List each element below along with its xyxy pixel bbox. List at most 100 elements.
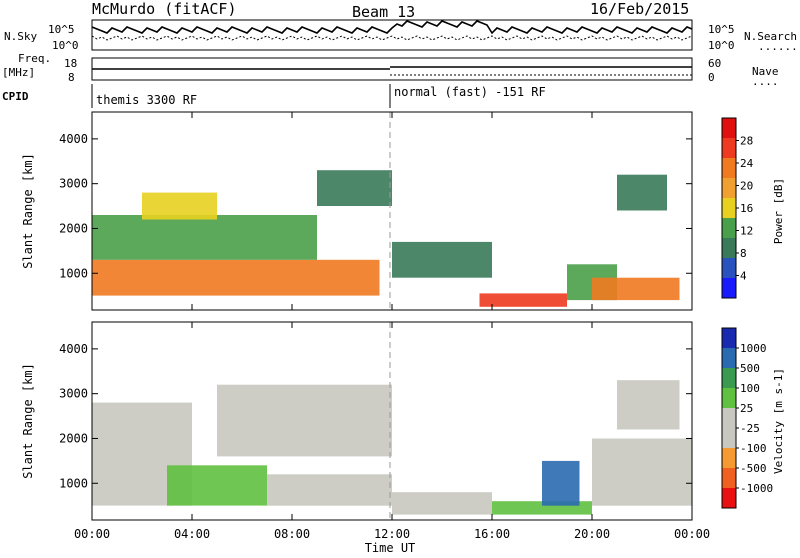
velocity-ytick-2: 2000 <box>59 431 88 445</box>
nsearch-dots: ....... <box>758 40 800 53</box>
velocity-colorbar-frame <box>721 327 737 509</box>
velocity-colorbar-step-5 <box>722 388 736 408</box>
power-region-1 <box>92 215 317 260</box>
freq-tick-low: 8 <box>68 71 75 84</box>
velocity-heatmap <box>92 380 692 515</box>
beam-title: Beam 13 <box>352 3 415 21</box>
time-tick-0: 00:00 <box>74 527 110 541</box>
power-colorbar: 28 24 20 16 12 8 4 <box>721 117 754 299</box>
time-tick-6: 00:00 <box>674 527 710 541</box>
nsearch-series <box>91 35 693 41</box>
velocity-cbtick-2: 100 <box>740 382 760 395</box>
velocity-colorbar-step-1 <box>722 468 736 488</box>
velocity-ytick-3: 1000 <box>59 476 88 490</box>
velocity-x-axis <box>91 322 693 520</box>
power-ytick-2: 2000 <box>59 221 88 235</box>
power-region-0 <box>92 259 380 296</box>
velocity-ytick-0: 4000 <box>59 342 88 356</box>
power-heatmap <box>92 170 680 307</box>
power-colorbar-label: Power [dB] <box>772 178 785 244</box>
time-tick-4: 16:00 <box>474 527 510 541</box>
velocity-region-1 <box>167 465 267 506</box>
power-region-4 <box>392 241 492 278</box>
freq-label: Freq. <box>18 52 51 65</box>
power-colorbar-step-0 <box>722 278 736 298</box>
power-colorbar-step-1 <box>722 258 736 278</box>
freq-unit: [MHz] <box>2 66 35 79</box>
time-axis-labels: 00:00 04:00 08:00 12:00 16:00 20:00 00:00 <box>74 527 710 541</box>
nsearch-tick-high: 10^5 <box>708 23 735 36</box>
power-cbtick-1: 24 <box>740 157 754 170</box>
nsky-series <box>91 20 693 35</box>
power-colorbar-step-4 <box>722 198 736 218</box>
power-panel: 4000 3000 2000 1000 Slant Range [km] <box>21 111 693 311</box>
freq-panel: Freq. [MHz] 18 8 60 0 Nave .... <box>2 52 779 88</box>
nave-tick-low: 0 <box>708 71 715 84</box>
nave-tick-high: 60 <box>708 57 721 70</box>
power-y-axis: 4000 3000 2000 1000 <box>59 132 692 280</box>
power-x-axis <box>91 112 693 310</box>
power-region-2 <box>142 192 217 220</box>
nave-dots: .... <box>752 75 779 88</box>
velocity-colorbar-step-4 <box>722 408 736 428</box>
velocity-region-3 <box>217 384 392 457</box>
velocity-cbtick-4: -25 <box>740 422 760 435</box>
cpid-row: CPID themis 3300 RF normal (fast) -151 R… <box>2 84 546 108</box>
nsearch-tick-low: 10^0 <box>708 39 735 52</box>
power-colorbar-step-3 <box>722 218 736 238</box>
nsky-tick-high: 10^5 <box>48 23 75 36</box>
velocity-colorbar-label: Velocity [m s-1] <box>772 368 785 474</box>
power-ylabel: Slant Range [km] <box>21 153 35 269</box>
power-cbtick-5: 8 <box>740 247 747 260</box>
velocity-region-8 <box>617 380 680 430</box>
velocity-ytick-1: 3000 <box>59 387 88 401</box>
power-region-3 <box>317 170 392 206</box>
velocity-y-axis: 4000 3000 2000 1000 <box>59 342 692 490</box>
velocity-cbtick-6: -500 <box>740 462 767 475</box>
velocity-region-7 <box>592 438 692 506</box>
nsky-label: N.Sky <box>4 30 37 43</box>
cpid-mode-1: themis 3300 RF <box>96 93 197 107</box>
freq-tick-high: 18 <box>64 57 77 70</box>
velocity-ylabel: Slant Range [km] <box>21 363 35 479</box>
nsearch-label: N.Search <box>744 30 797 43</box>
time-axis-title: Time UT <box>365 541 416 554</box>
nave-label: Nave <box>752 65 779 78</box>
power-ytick-3: 1000 <box>59 266 88 280</box>
time-tick-5: 20:00 <box>574 527 610 541</box>
nsky-panel: N.Sky 10^5 10^0 10^5 10^0 N.Search .....… <box>4 19 800 53</box>
velocity-region-4 <box>392 492 492 515</box>
velocity-cbtick-0: 1000 <box>740 342 767 355</box>
velocity-colorbar-step-6 <box>722 368 736 388</box>
power-cbtick-0: 28 <box>740 135 753 148</box>
velocity-region-6 <box>542 460 580 506</box>
power-colorbar-step-2 <box>722 238 736 258</box>
velocity-cbtick-5: -100 <box>740 442 767 455</box>
power-cbtick-3: 16 <box>740 202 753 215</box>
velocity-cbtick-3: 25 <box>740 402 753 415</box>
velocity-colorbar-step-0 <box>722 488 736 508</box>
velocity-cbtick-7: -1000 <box>740 482 773 495</box>
power-colorbar-step-6 <box>722 158 736 178</box>
power-cbtick-6: 4 <box>740 270 747 283</box>
station-title: McMurdo (fitACF) <box>92 0 237 18</box>
velocity-colorbar-step-7 <box>722 348 736 368</box>
power-region-8 <box>617 174 667 211</box>
time-tick-2: 08:00 <box>274 527 310 541</box>
cpid-label: CPID <box>2 90 29 103</box>
velocity-colorbar-step-8 <box>722 328 736 348</box>
velocity-cbtick-1: 500 <box>740 362 760 375</box>
power-colorbar-step-5 <box>722 178 736 198</box>
power-colorbar-step-8 <box>722 118 736 138</box>
power-ytick-1: 3000 <box>59 177 88 191</box>
power-cbtick-4: 12 <box>740 225 753 238</box>
velocity-colorbar: 1000 500 100 25 -25 -100 -500 -1000 <box>721 327 773 509</box>
time-tick-3: 12:00 <box>374 527 410 541</box>
time-tick-1: 04:00 <box>174 527 210 541</box>
velocity-colorbar-step-3 <box>722 428 736 448</box>
velocity-colorbar-step-2 <box>722 448 736 468</box>
power-cbtick-2: 20 <box>740 180 753 193</box>
date-title: 16/Feb/2015 <box>590 0 689 18</box>
cpid-mode-2: normal (fast) -151 RF <box>394 85 546 99</box>
